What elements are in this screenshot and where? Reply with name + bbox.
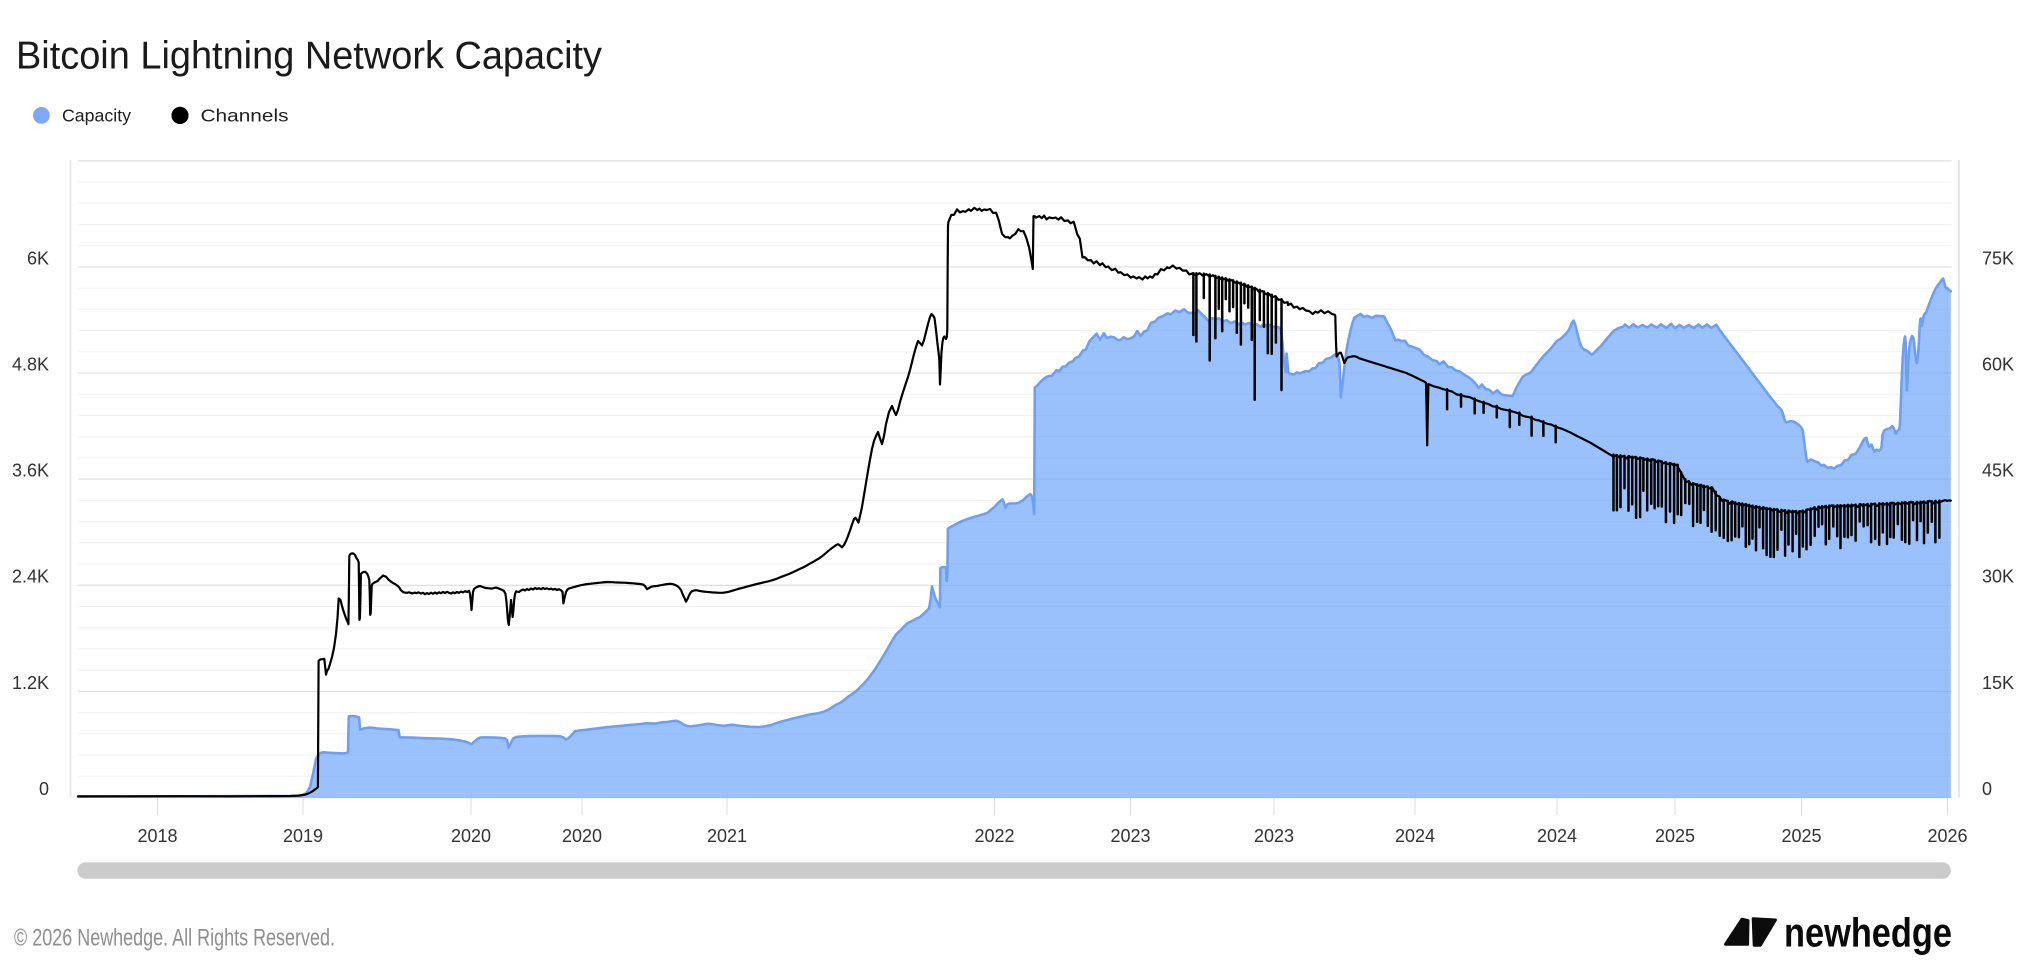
svg-text:Capacity: Capacity	[62, 106, 131, 126]
svg-text:2026: 2026	[1927, 826, 1967, 846]
svg-text:6K: 6K	[27, 248, 49, 268]
svg-text:2024: 2024	[1537, 826, 1577, 846]
svg-text:0: 0	[1982, 779, 1992, 799]
svg-text:2022: 2022	[974, 826, 1014, 846]
svg-text:newhedge: newhedge	[1784, 910, 1952, 956]
svg-text:© 2026 Newhedge. All Rights Re: © 2026 Newhedge. All Rights Reserved.	[14, 925, 335, 952]
svg-text:2021: 2021	[707, 826, 747, 846]
svg-text:2024: 2024	[1395, 826, 1435, 846]
svg-text:2023: 2023	[1110, 826, 1150, 846]
svg-text:15K: 15K	[1982, 673, 2014, 693]
svg-text:2020: 2020	[562, 826, 602, 846]
svg-text:Bitcoin Lightning Network Capa: Bitcoin Lightning Network Capacity	[16, 35, 602, 78]
svg-text:4.8K: 4.8K	[12, 354, 49, 374]
svg-text:3.6K: 3.6K	[12, 461, 49, 481]
svg-text:2020: 2020	[451, 826, 491, 846]
svg-text:2025: 2025	[1781, 826, 1821, 846]
svg-text:30K: 30K	[1982, 567, 2014, 587]
svg-text:2025: 2025	[1655, 826, 1695, 846]
svg-text:45K: 45K	[1982, 461, 2014, 481]
svg-text:1.2K: 1.2K	[12, 673, 49, 693]
svg-text:2.4K: 2.4K	[12, 567, 49, 587]
svg-text:2018: 2018	[137, 826, 177, 846]
svg-text:Channels: Channels	[201, 106, 289, 126]
svg-text:0: 0	[39, 779, 49, 799]
svg-text:2023: 2023	[1254, 826, 1294, 846]
svg-text:60K: 60K	[1982, 354, 2014, 374]
svg-text:75K: 75K	[1982, 248, 2014, 268]
svg-text:2019: 2019	[283, 826, 323, 846]
